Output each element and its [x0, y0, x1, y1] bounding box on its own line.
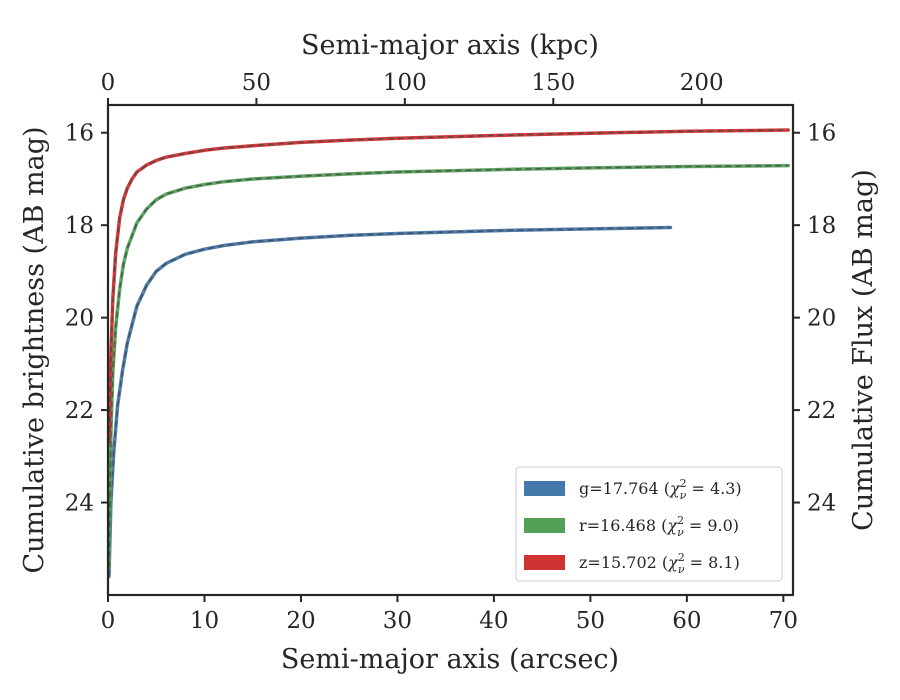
y2-axis-title: Cumulative Flux (AB mag) [848, 169, 879, 531]
y2-tick-label: 20 [807, 306, 836, 332]
series-fit-2 [108, 129, 789, 443]
legend-label-1: r=16.468 (χ2 ν = 9.0) [579, 514, 739, 539]
legend-swatch-2 [524, 555, 565, 570]
legend-box [515, 466, 783, 582]
y-tick-label: 22 [65, 398, 94, 424]
x-tick-label: 30 [383, 608, 412, 634]
curves-layer [107, 128, 790, 579]
legend-swatch-0 [524, 481, 565, 496]
x-tick-label: 10 [190, 608, 219, 634]
y2-tick-label: 16 [807, 121, 836, 147]
y2-tick-label: 24 [807, 491, 836, 517]
y-tick-label: 24 [65, 491, 94, 517]
x2-tick-label: 200 [680, 70, 724, 96]
legend-swatch-1 [524, 518, 565, 533]
y2-tick-label: 18 [807, 213, 836, 239]
x2-tick-label: 150 [531, 70, 575, 96]
x2-tick-label: 0 [101, 70, 116, 96]
series-line-2 [107, 128, 790, 445]
x-tick-label: 40 [479, 608, 508, 634]
x2-tick-label: 100 [383, 70, 427, 96]
legend-label-0: g=17.764 (χ2 ν = 4.3) [579, 477, 742, 502]
y-tick-label: 16 [65, 121, 94, 147]
x2-tick-label: 50 [242, 70, 271, 96]
legend-label-2: z=15.702 (χ2 ν = 8.1) [579, 551, 740, 576]
x-tick-label: 0 [101, 608, 116, 634]
x-tick-label: 50 [576, 608, 605, 634]
x-tick-label: 20 [286, 608, 315, 634]
legend: g=17.764 (χ2 ν = 4.3) r=16.468 (χ2 ν = 9.0)… [515, 466, 783, 582]
x-tick-label: 70 [769, 608, 798, 634]
plot-frame [106, 103, 795, 597]
series-fit-1 [108, 164, 789, 568]
y-tick-label: 18 [65, 213, 94, 239]
series-fit-0 [108, 226, 671, 577]
ticks-layer: 0 10 20 30 40 50 60 70 0 50 100 150 200 16 18 20 22 24 16 1… [65, 70, 837, 634]
y-tick-label: 20 [65, 306, 94, 332]
x-tick-label: 60 [672, 608, 701, 634]
x2-axis-title: Semi-major axis (kpc) [301, 30, 599, 61]
x-axis-title: Semi-major axis (arcsec) [281, 644, 619, 675]
y2-tick-label: 22 [807, 398, 836, 424]
y-axis-title: Cumulative brightness (AB mag) [19, 126, 50, 573]
